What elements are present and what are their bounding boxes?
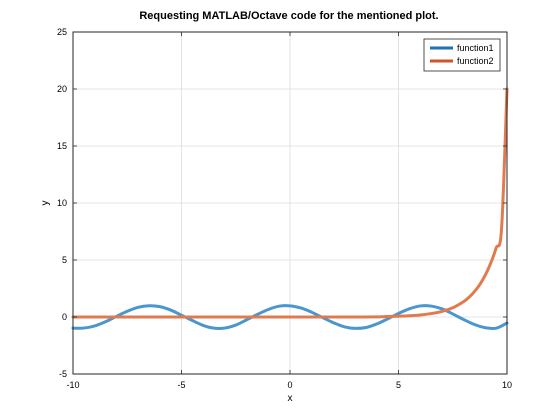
y-tick-label: 0	[62, 312, 67, 322]
grid	[72, 31, 508, 375]
series-line-function2	[71, 87, 509, 319]
x-tick-label: 10	[502, 380, 512, 390]
y-tick-label: 10	[57, 198, 67, 208]
x-tick-label: -10	[66, 380, 79, 390]
y-axis-label: y	[40, 201, 51, 206]
y-tick-label: 25	[57, 27, 67, 37]
legend-label-function2: function2	[457, 56, 494, 66]
x-axis-label: x	[288, 393, 293, 404]
series-line-function1	[71, 304, 509, 331]
y-tick-label: 5	[62, 255, 67, 265]
y-tick-label: 20	[57, 84, 67, 94]
y-tick-label: -5	[59, 369, 67, 379]
x-tick-label: 0	[287, 380, 292, 390]
legend-box	[423, 38, 501, 72]
series-lines	[71, 87, 509, 331]
x-tick-label: -5	[177, 380, 185, 390]
y-tick-label: 15	[57, 141, 67, 151]
chart-title: Requesting MATLAB/Octave code for the me…	[139, 10, 438, 22]
x-tick-label: 5	[396, 380, 401, 390]
legend: function1 function2	[423, 38, 501, 72]
legend-label-function1: function1	[457, 43, 494, 53]
